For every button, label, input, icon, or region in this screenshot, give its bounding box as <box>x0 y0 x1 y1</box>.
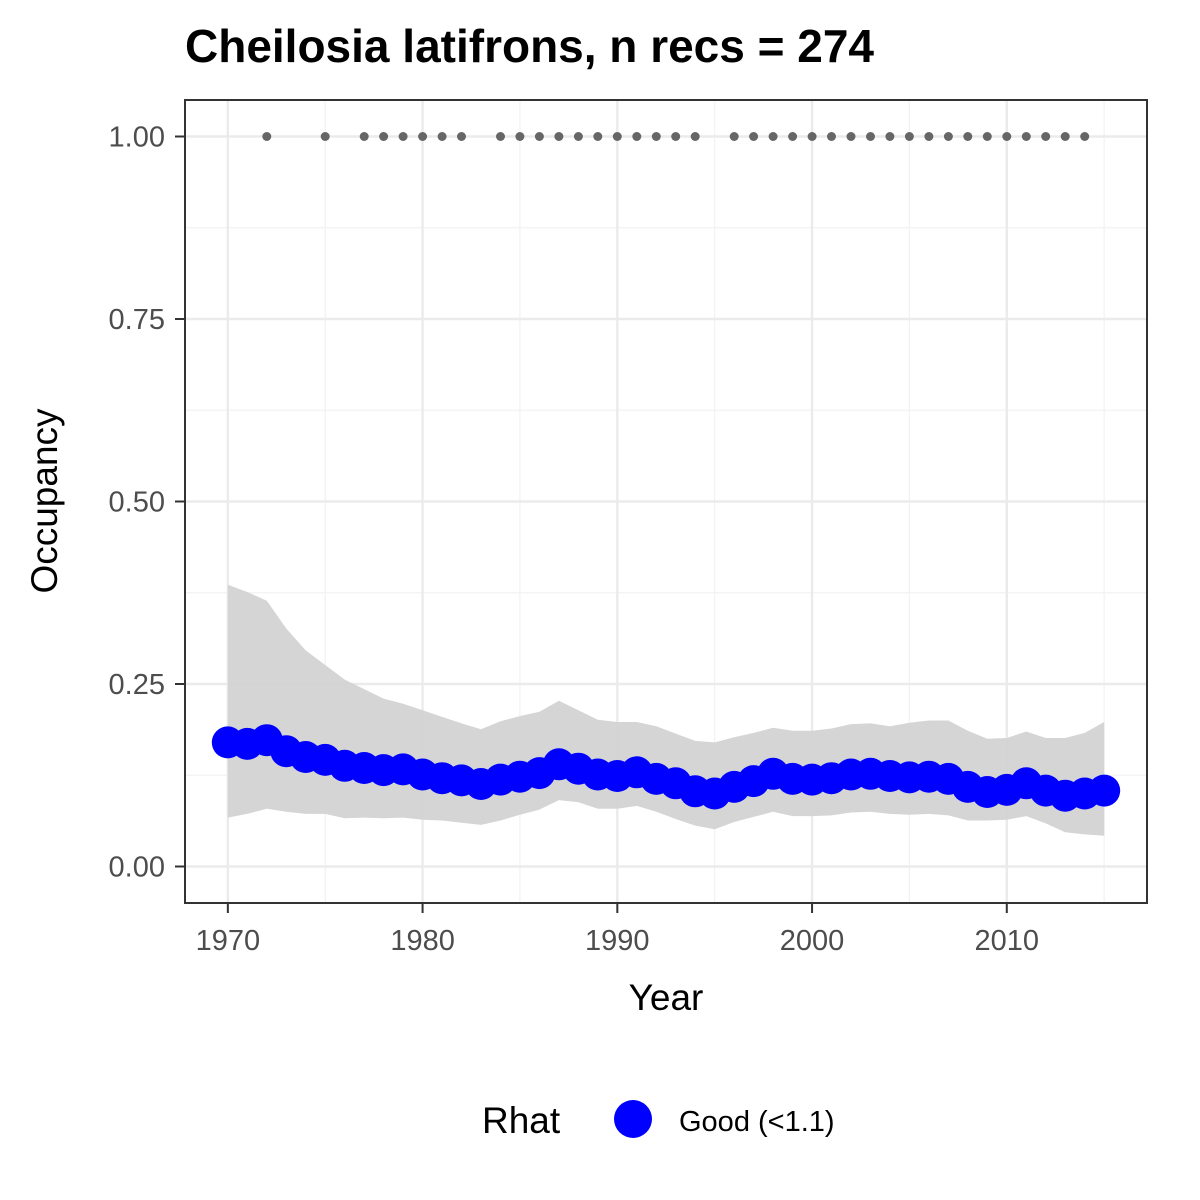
x-tick-label: 1980 <box>390 925 455 957</box>
y-tick-label: 0.50 <box>109 487 165 519</box>
record-year-point <box>593 132 603 141</box>
record-year-point <box>788 132 798 141</box>
record-year-point <box>885 132 895 141</box>
legend: Rhat Good (<1.1) <box>482 1100 835 1141</box>
record-year-point <box>457 132 466 141</box>
y-tick-label: 1.00 <box>109 122 165 154</box>
chart-title: Cheilosia latifrons, n recs = 274 <box>185 20 874 72</box>
occupancy-points-layer <box>211 724 1121 812</box>
x-tick-label: 1990 <box>585 925 650 957</box>
record-year-point <box>1021 132 1031 141</box>
record-year-point <box>398 132 408 141</box>
record-year-point <box>320 132 330 141</box>
x-tick-label: 2010 <box>975 925 1040 957</box>
record-year-point <box>496 132 505 141</box>
record-year-point <box>827 132 836 141</box>
record-year-point <box>534 132 544 141</box>
y-tick-label: 0.25 <box>109 669 165 701</box>
record-year-point <box>943 132 953 141</box>
record-year-point <box>768 132 778 141</box>
record-year-point <box>632 132 642 141</box>
record-year-point <box>573 132 583 141</box>
record-year-point <box>690 132 700 141</box>
record-year-point <box>1060 132 1070 141</box>
occupancy-point <box>1088 774 1121 807</box>
record-year-point <box>262 132 272 141</box>
x-tick-label: 1970 <box>196 925 261 957</box>
legend-title: Rhat <box>482 1100 561 1141</box>
axis-layer: 1970 1980 1990 2000 2010 0.00 0.25 0.50 0.75 1.00 <box>109 122 1040 958</box>
record-year-point <box>963 132 973 141</box>
record-year-point <box>359 132 369 141</box>
x-tick-label: 2000 <box>780 925 845 957</box>
record-year-point <box>846 132 856 141</box>
record-year-point <box>982 132 992 141</box>
record-year-point <box>612 132 622 141</box>
record-year-point <box>379 132 389 141</box>
y-tick-label: 0.00 <box>109 852 165 884</box>
record-year-point <box>651 132 661 141</box>
record-year-point <box>924 132 934 141</box>
record-year-point <box>515 132 525 141</box>
legend-key-good <box>614 1100 652 1138</box>
record-year-point <box>749 132 759 141</box>
record-year-point <box>671 132 681 141</box>
record-year-point <box>437 132 447 141</box>
record-year-point <box>807 132 817 141</box>
record-year-point <box>1080 132 1090 141</box>
record-year-point <box>904 132 914 141</box>
record-year-point <box>866 132 875 141</box>
y-tick-label: 0.75 <box>109 304 165 336</box>
record-years-layer <box>262 132 1090 141</box>
legend-label-good: Good (<1.1) <box>679 1106 835 1138</box>
record-year-point <box>418 132 428 141</box>
record-year-point <box>1041 132 1051 141</box>
record-year-point <box>1002 132 1012 141</box>
record-year-point <box>729 132 739 141</box>
y-axis-title: Occupancy <box>24 408 65 594</box>
record-year-point <box>554 132 564 141</box>
x-axis-title: Year <box>629 977 704 1018</box>
